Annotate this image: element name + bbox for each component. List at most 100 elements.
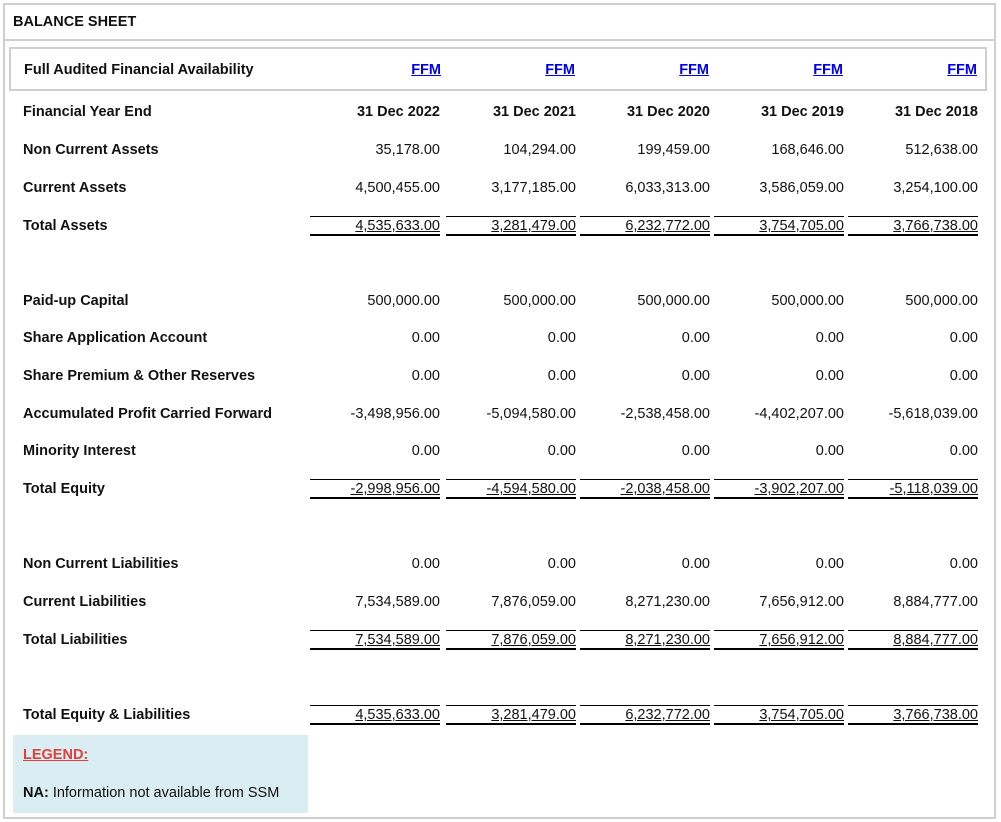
page-title: BALANCE SHEET [13,14,137,30]
value-cell: 0.00 [547,330,576,346]
value-cell: 0.00 [681,443,710,459]
row-label: Share Premium & Other Reserves [23,368,256,384]
value-cell: 0.00 [949,556,978,572]
total-row: Total Assets 4,535,633.00 3,281,479.00 6… [0,216,1001,238]
year-header: 31 Dec 2020 [626,104,710,120]
legend-text: Information not available from SSM [52,785,280,801]
total-cell: -5,118,039.00 [848,479,978,499]
legend-box: LEGEND: NA: Information not available fr… [13,735,308,813]
value-cell: -3,498,956.00 [350,406,441,422]
balance-sheet-panel: BALANCE SHEET [3,3,996,819]
value-cell: 6,033,313.00 [625,180,710,196]
table-row: Share Premium & Other Reserves 0.00 0.00… [0,368,1001,388]
value-cell: 500,000.00 [771,293,844,309]
value-cell: 7,656,912.00 [759,594,844,610]
row-label: Current Assets [23,180,127,196]
row-label: Paid-up Capital [23,293,129,309]
total-row: Total Equity -2,998,956.00 -4,594,580.00… [0,479,1001,501]
value-cell: -4,402,207.00 [754,406,845,422]
value-cell: 0.00 [949,368,978,384]
row-label: Current Liabilities [23,594,147,610]
value-cell: -5,094,580.00 [486,406,577,422]
table-row: Share Application Account 0.00 0.00 0.00… [0,330,1001,350]
total-cell: -3,902,207.00 [714,479,844,499]
total-cell: 7,656,912.00 [714,630,844,650]
value-cell: -2,538,458.00 [620,406,711,422]
row-label: Accumulated Profit Carried Forward [23,406,272,422]
total-cell: 3,754,705.00 [714,705,844,725]
availability-row: Full Audited Financial Availability FFM … [9,47,987,91]
value-cell: 0.00 [815,556,844,572]
ffm-link-2020[interactable]: FFM [679,62,709,78]
total-cell: 4,535,633.00 [310,216,440,236]
total-cell: 3,754,705.00 [714,216,844,236]
value-cell: 0.00 [681,330,710,346]
value-cell: 0.00 [949,330,978,346]
value-cell: 0.00 [411,368,440,384]
total-cell: 4,535,633.00 [310,705,440,725]
total-cell: 8,271,230.00 [580,630,710,650]
panel-title-bar: BALANCE SHEET [5,5,994,41]
total-cell: 7,876,059.00 [446,630,576,650]
value-cell: 4,500,455.00 [355,180,440,196]
value-cell: 0.00 [411,443,440,459]
row-label: Non Current Assets [23,142,159,158]
total-cell: 6,232,772.00 [580,705,710,725]
row-label: Total Assets [23,218,108,234]
table-row: Minority Interest 0.00 0.00 0.00 0.00 0.… [0,443,1001,463]
value-cell: 7,534,589.00 [355,594,440,610]
row-label: Total Liabilities [23,632,128,648]
row-label: Total Equity & Liabilities [23,707,191,723]
table-row: Accumulated Profit Carried Forward -3,49… [0,406,1001,426]
total-cell: 7,534,589.00 [310,630,440,650]
value-cell: 0.00 [681,368,710,384]
total-cell: 8,884,777.00 [848,630,978,650]
value-cell: 0.00 [815,368,844,384]
row-label: Total Equity [23,481,105,497]
value-cell: 8,884,777.00 [893,594,978,610]
ffm-link-2021[interactable]: FFM [545,62,575,78]
ffm-link-2022[interactable]: FFM [411,62,441,78]
value-cell: 0.00 [815,330,844,346]
value-cell: 0.00 [547,556,576,572]
total-cell: 3,281,479.00 [446,216,576,236]
value-cell: 7,876,059.00 [491,594,576,610]
total-row: Total Equity & Liabilities 4,535,633.00 … [0,705,1001,727]
row-label: Non Current Liabilities [23,556,179,572]
total-cell: 3,281,479.00 [446,705,576,725]
value-cell: 0.00 [411,330,440,346]
legend-key: NA: [23,785,49,801]
value-cell: 199,459.00 [637,142,710,158]
year-header: 31 Dec 2021 [492,104,576,120]
table-row: Paid-up Capital 500,000.00 500,000.00 50… [0,293,1001,313]
value-cell: 500,000.00 [905,293,978,309]
value-cell: 0.00 [681,556,710,572]
year-header: 31 Dec 2019 [760,104,844,120]
table-row: Current Liabilities 7,534,589.00 7,876,0… [0,594,1001,614]
value-cell: 0.00 [411,556,440,572]
value-cell: 3,177,185.00 [491,180,576,196]
value-cell: -5,618,039.00 [888,406,979,422]
value-cell: 8,271,230.00 [625,594,710,610]
row-label: Financial Year End [23,104,152,120]
value-cell: 0.00 [815,443,844,459]
total-row: Total Liabilities 7,534,589.00 7,876,059… [0,630,1001,652]
value-cell: 500,000.00 [637,293,710,309]
value-cell: 35,178.00 [375,142,440,158]
value-cell: 0.00 [547,443,576,459]
value-cell: 500,000.00 [367,293,440,309]
total-cell: 3,766,738.00 [848,216,978,236]
value-cell: 0.00 [547,368,576,384]
value-cell: 500,000.00 [503,293,576,309]
legend-note: NA: Information not available from SSM [23,785,279,801]
value-cell: 512,638.00 [905,142,978,158]
table-row: Current Assets 4,500,455.00 3,177,185.00… [0,180,1001,200]
year-header: 31 Dec 2018 [894,104,978,120]
total-cell: -2,038,458.00 [580,479,710,499]
ffm-link-2018[interactable]: FFM [947,62,977,78]
row-label: Share Application Account [23,330,208,346]
value-cell: 3,586,059.00 [759,180,844,196]
table-row: Non Current Assets 35,178.00 104,294.00 … [0,142,1001,162]
financial-year-row: Financial Year End 31 Dec 2022 31 Dec 20… [0,104,1001,124]
ffm-link-2019[interactable]: FFM [813,62,843,78]
